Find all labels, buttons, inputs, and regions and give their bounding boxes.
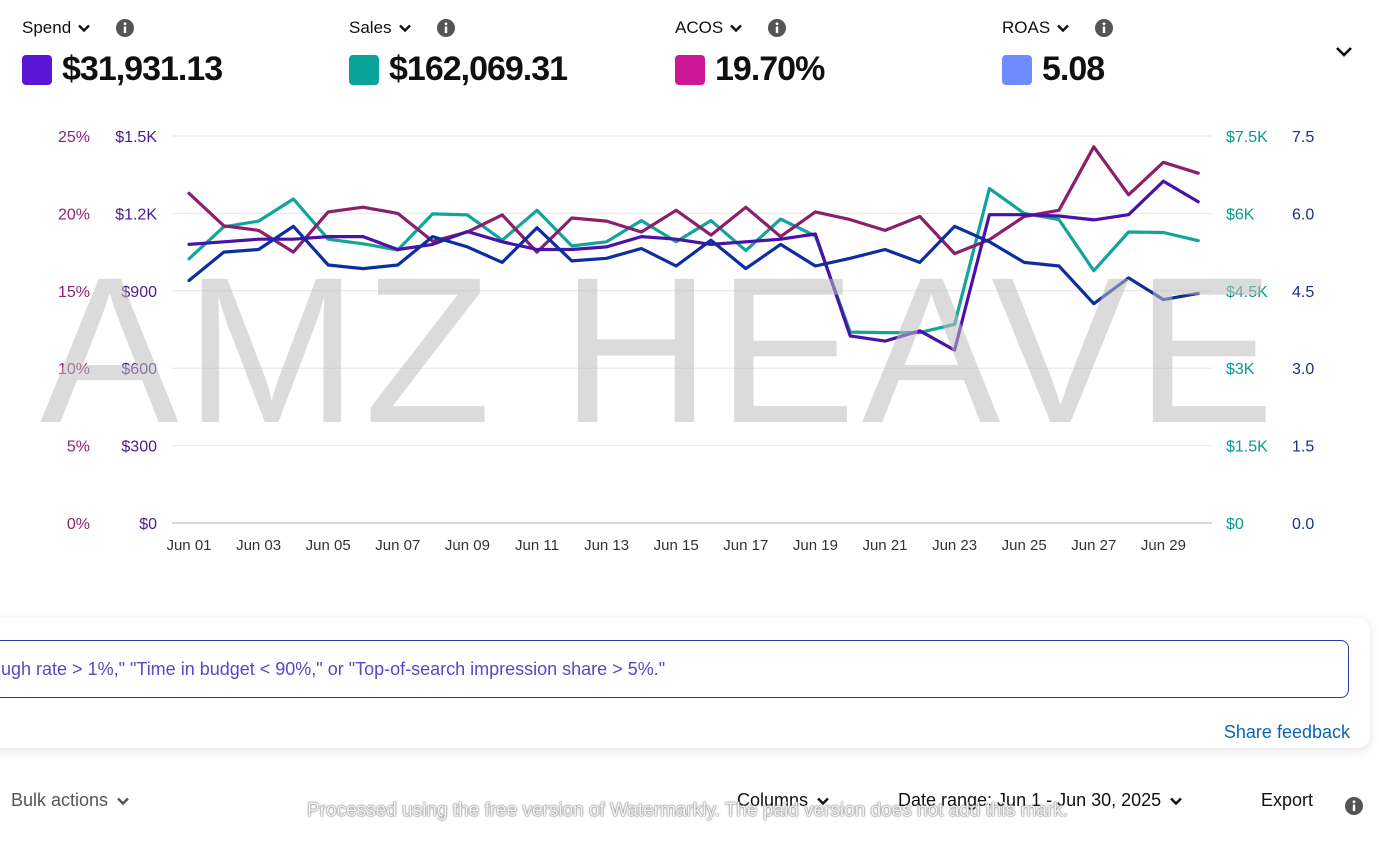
y-tick-label-spend: $1.2K [115, 206, 157, 223]
y-tick-label-acos: 25% [58, 129, 90, 146]
y-tick-label-acos: 10% [58, 361, 90, 378]
y-tick-label-sales: $4.5K [1226, 284, 1268, 301]
metric-roas-swatch[interactable] [1002, 54, 1032, 85]
metric-spend-value: $31,931.13 [62, 50, 223, 88]
y-tick-label-acos: 20% [58, 206, 90, 223]
y-tick-label-sales: $1.5K [1226, 439, 1268, 456]
x-tick-label: Jun 19 [793, 537, 838, 554]
y-tick-label-sales: $7.5K [1226, 129, 1268, 146]
y-tick-label-roas: 1.5 [1292, 439, 1314, 456]
y-tick-label-spend: $1.5K [115, 129, 157, 146]
collapse-chevron-icon[interactable] [1330, 40, 1358, 64]
metric-spend-selector[interactable]: Spend [22, 14, 322, 42]
columns-button[interactable]: Columns [737, 790, 830, 811]
performance-chart: 0% $0 $0 0.0 5% $300 $1.5K 1.5 10% $600 $3K 3.0 15% $… [58, 129, 1314, 554]
metric-roas-label: ROAS [1002, 18, 1051, 37]
metric-acos-swatch[interactable] [675, 54, 705, 85]
chevron-down-icon[interactable] [398, 21, 412, 35]
metric-roas-value: 5.08 [1042, 50, 1105, 88]
info-icon[interactable] [115, 18, 135, 38]
y-tick-label-sales: $3K [1226, 361, 1255, 378]
metric-roas: ROAS 5.08 [1002, 14, 1302, 89]
series-line-roas [187, 224, 1200, 306]
y-tick-label-roas: 3.0 [1292, 361, 1314, 378]
x-tick-label: Jun 07 [375, 537, 420, 554]
y-tick-label-roas: 6.0 [1292, 206, 1314, 223]
suggestion-input[interactable]: ugh rate > 1%," "Time in budget < 90%," … [0, 640, 1349, 698]
export-button[interactable]: Export [1261, 790, 1313, 811]
info-icon[interactable] [767, 18, 787, 38]
x-tick-label: Jun 23 [932, 537, 977, 554]
chevron-down-icon[interactable] [1056, 21, 1070, 35]
metric-sales-value: $162,069.31 [389, 50, 568, 88]
chevron-down-icon [117, 797, 129, 805]
export-label: Export [1261, 790, 1314, 810]
date-range-button[interactable]: Date range: Jun 1 - Jun 30, 2025 [898, 790, 1183, 811]
y-tick-label-sales: $0 [1226, 516, 1244, 533]
y-tick-label-acos: 15% [58, 284, 90, 301]
metric-sales-swatch[interactable] [349, 54, 379, 85]
bulk-actions-label: Bulk actions [11, 790, 109, 810]
chevron-down-icon[interactable] [729, 21, 743, 35]
info-icon[interactable] [436, 18, 456, 38]
metric-acos-selector[interactable]: ACOS [675, 14, 975, 42]
x-tick-label: Jun 25 [1002, 537, 1047, 554]
bulk-actions-button[interactable]: Bulk actions [11, 790, 130, 811]
x-tick-label: Jun 09 [445, 537, 490, 554]
info-icon[interactable] [1344, 796, 1364, 816]
x-tick-label: Jun 01 [166, 537, 211, 554]
y-tick-label-spend: $0 [139, 516, 157, 533]
chevron-down-icon [817, 797, 829, 805]
chevron-down-icon [1170, 797, 1183, 805]
metric-sales-selector[interactable]: Sales [349, 14, 649, 42]
chevron-down-icon[interactable] [77, 21, 91, 35]
y-tick-label-roas: 7.5 [1292, 129, 1314, 146]
y-tick-label-roas: 4.5 [1292, 284, 1314, 301]
columns-label: Columns [737, 790, 809, 810]
date-range-label: Date range: Jun 1 - Jun 30, 2025 [898, 790, 1162, 810]
metric-spend-swatch[interactable] [22, 54, 52, 85]
x-tick-label: Jun 27 [1071, 537, 1116, 554]
x-tick-label: Jun 05 [306, 537, 351, 554]
metric-acos-label: ACOS [675, 18, 724, 37]
y-tick-label-acos: 0% [67, 516, 90, 533]
metric-acos-value: 19.70% [715, 50, 825, 88]
share-feedback-link[interactable]: Share feedback [1223, 722, 1350, 742]
x-tick-label: Jun 17 [723, 537, 768, 554]
y-tick-label-roas: 0.0 [1292, 516, 1314, 533]
info-icon[interactable] [1094, 18, 1114, 38]
y-tick-label-sales: $6K [1226, 206, 1255, 223]
suggestion-text: ugh rate > 1%," "Time in budget < 90%," … [1, 658, 666, 679]
metric-roas-selector[interactable]: ROAS [1002, 14, 1302, 42]
x-tick-label: Jun 03 [236, 537, 281, 554]
metric-sales: Sales $162,069.31 [349, 14, 649, 89]
y-tick-label-spend: $900 [121, 284, 157, 301]
x-tick-label: Jun 11 [515, 537, 559, 554]
metric-acos: ACOS 19.70% [675, 14, 975, 89]
y-tick-label-spend: $600 [121, 361, 157, 378]
series-line-spend [187, 179, 1200, 352]
y-tick-label-acos: 5% [67, 439, 90, 456]
metric-spend: Spend $31,931.13 [22, 14, 322, 89]
x-tick-label: Jun 15 [654, 537, 699, 554]
x-tick-label: Jun 13 [584, 537, 629, 554]
x-tick-label: Jun 21 [862, 537, 907, 554]
y-tick-label-spend: $300 [121, 439, 157, 456]
metric-sales-label: Sales [349, 18, 392, 37]
metric-spend-label: Spend [22, 18, 72, 37]
x-tick-label: Jun 29 [1141, 537, 1186, 554]
